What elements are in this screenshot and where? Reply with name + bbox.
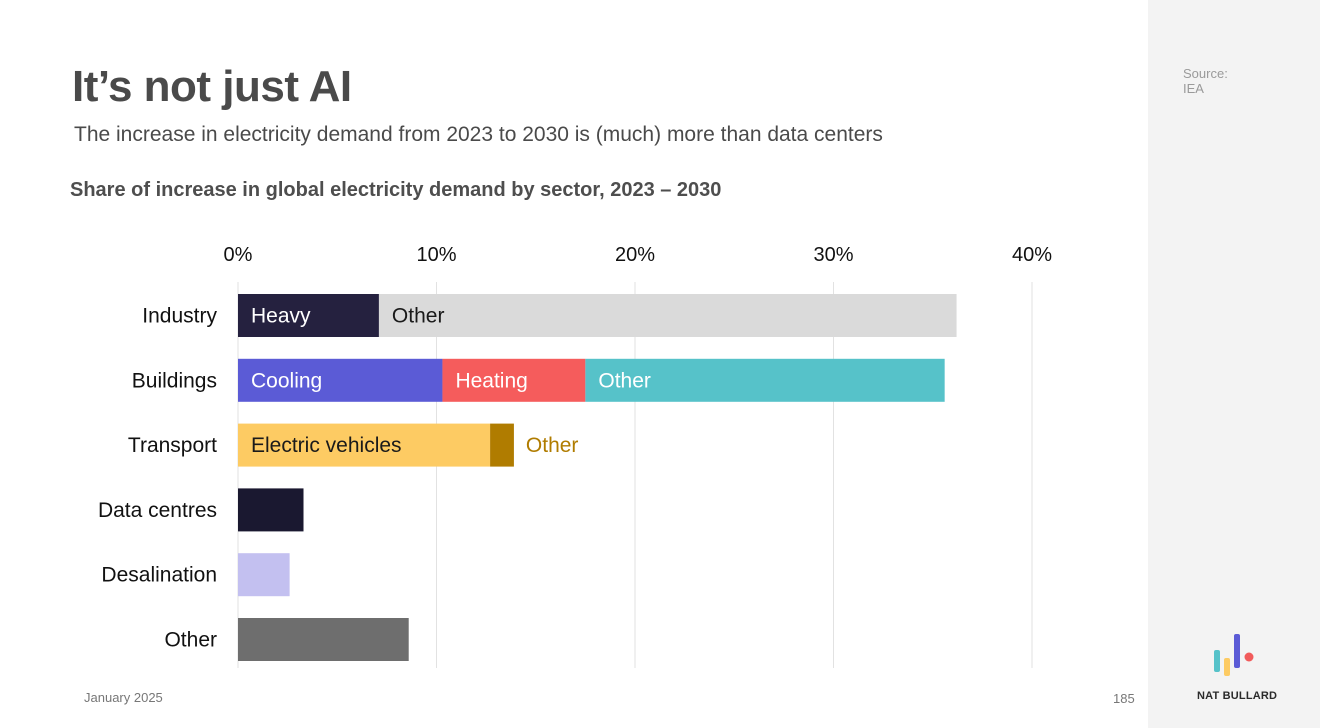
category-label: Industry bbox=[142, 305, 217, 328]
x-tick-label: 10% bbox=[416, 244, 456, 266]
bar-segment bbox=[238, 553, 290, 597]
page-subtitle: The increase in electricity demand from … bbox=[74, 123, 883, 146]
segment-label: Heating bbox=[455, 369, 527, 392]
x-tick-label: 40% bbox=[1012, 244, 1052, 266]
chart-title: Share of increase in global electricity … bbox=[70, 179, 722, 201]
right-rail bbox=[1148, 0, 1320, 728]
x-tick-label: 30% bbox=[813, 244, 853, 266]
bar-chart: 0% 10% 20% 30% 40% Industry Heavy Other Building… bbox=[98, 244, 1052, 668]
category-label: Buildings bbox=[132, 369, 217, 392]
bar-segment bbox=[238, 488, 304, 532]
segment-label: Electric vehicles bbox=[251, 434, 402, 457]
x-tick-label: 0% bbox=[224, 244, 253, 266]
brand-name: NAT BULLARD bbox=[1197, 690, 1278, 702]
bar-segment bbox=[238, 618, 409, 661]
bar-segment bbox=[238, 358, 443, 402]
segment-label: Other bbox=[598, 369, 651, 392]
bar-segment bbox=[378, 294, 957, 337]
page-title: It’s not just AI bbox=[72, 62, 352, 111]
segment-label: Cooling bbox=[251, 369, 322, 392]
bar-segment bbox=[238, 294, 379, 337]
x-tick-label: 20% bbox=[615, 244, 655, 266]
logo-bar-teal bbox=[1214, 650, 1220, 672]
category-label: Transport bbox=[128, 434, 217, 457]
source-label: Source: bbox=[1183, 66, 1228, 81]
source-note: Source: IEA bbox=[1183, 66, 1228, 96]
segment-label: Heavy bbox=[251, 305, 311, 328]
segment-label: Other bbox=[526, 434, 579, 457]
segment-label: Other bbox=[392, 305, 445, 328]
source-value: IEA bbox=[1183, 81, 1204, 96]
logo-bar-blue bbox=[1234, 634, 1240, 668]
bar-segment bbox=[442, 358, 586, 402]
page-number: 185 bbox=[1113, 691, 1135, 706]
category-label: Data centres bbox=[98, 499, 217, 522]
category-label: Desalination bbox=[101, 564, 217, 587]
bar-segment bbox=[238, 423, 491, 467]
bar-segment bbox=[585, 358, 945, 402]
footer-date: January 2025 bbox=[84, 690, 163, 705]
logo-dot-red bbox=[1244, 652, 1254, 662]
logo-bar-yellow bbox=[1224, 658, 1230, 676]
category-label: Other bbox=[164, 629, 217, 652]
bar-segment bbox=[490, 423, 514, 467]
nat-bullard-logo-icon bbox=[1214, 634, 1254, 676]
